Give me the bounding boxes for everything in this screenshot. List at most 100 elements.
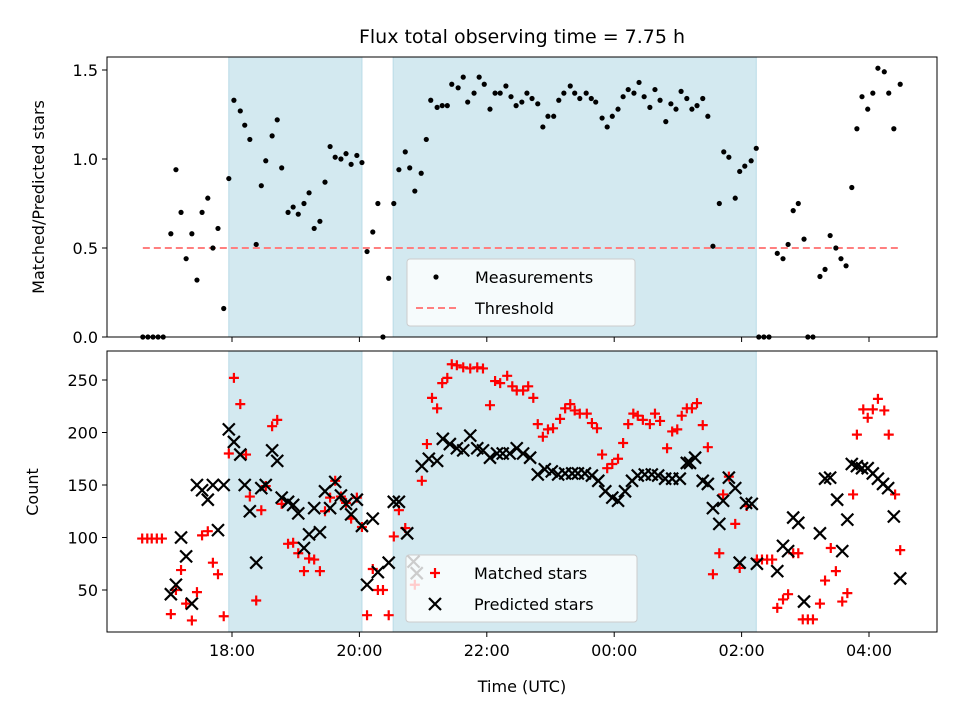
measurement-point xyxy=(407,165,413,171)
measurement-point xyxy=(647,104,653,110)
measurement-point xyxy=(694,103,700,109)
y-tick-label: 150 xyxy=(67,476,98,495)
measurement-point xyxy=(636,79,642,86)
predicted-star-point xyxy=(233,447,248,462)
predicted-star-point xyxy=(216,478,231,492)
matched-star-point xyxy=(186,615,197,626)
measurement-point xyxy=(295,211,301,217)
matched-star-point xyxy=(176,565,187,576)
matched-star-point xyxy=(820,575,831,586)
x-tick-label: 18:00 xyxy=(209,641,255,660)
matched-star-point xyxy=(895,545,906,556)
matched-star-point xyxy=(637,414,648,425)
predicted-star-point xyxy=(893,571,907,586)
predicted-star-point xyxy=(297,541,311,555)
measurement-point xyxy=(423,136,429,143)
measurement-point xyxy=(269,133,275,139)
matched-star-point xyxy=(767,554,778,565)
predicted-star-point xyxy=(422,451,436,466)
measurement-point xyxy=(737,168,743,175)
measurement-point xyxy=(194,277,200,283)
matched-star-point xyxy=(244,491,255,502)
measurement-point xyxy=(263,158,269,164)
x-tick-label: 22:00 xyxy=(464,641,510,660)
measurement-point xyxy=(290,204,296,210)
matched-star-point xyxy=(837,596,848,607)
matched-star-point xyxy=(872,393,883,404)
matched-star-point xyxy=(197,530,208,541)
measurement-point xyxy=(753,145,759,151)
measurement-point xyxy=(556,97,562,103)
predicted-star-point xyxy=(344,507,358,522)
measurement-point xyxy=(513,103,519,109)
predicted-star-point xyxy=(673,471,687,486)
y-tick-label: 0.0 xyxy=(73,328,98,347)
matched-star-point xyxy=(783,589,794,600)
matched-star-point xyxy=(207,557,218,568)
predicted-star-point xyxy=(211,523,225,537)
measurement-point xyxy=(508,94,514,100)
predicted-star-point xyxy=(387,495,401,509)
measurement-point xyxy=(881,69,887,75)
measurement-point xyxy=(455,85,461,91)
measurement-point xyxy=(700,95,706,102)
measurement-point xyxy=(412,188,418,194)
predicted-star-point xyxy=(270,454,285,468)
measurement-point xyxy=(870,90,876,96)
matched-star-point xyxy=(202,526,213,537)
matched-star-point xyxy=(676,410,687,421)
measurement-point xyxy=(402,149,408,155)
measurement-point xyxy=(215,225,221,232)
measurement-point xyxy=(492,90,498,96)
predicted-star-point xyxy=(323,501,337,515)
y-tick-label: 1.5 xyxy=(73,61,98,80)
matched-star-point xyxy=(565,399,576,410)
legend-label: Predicted stars xyxy=(474,595,594,614)
matched-star-point xyxy=(555,413,566,424)
predicted-star-point xyxy=(164,587,178,601)
matched-star-point xyxy=(442,372,453,383)
measurement-point xyxy=(774,250,780,256)
matched-star-point xyxy=(686,403,697,414)
measurement-point xyxy=(726,154,732,160)
axes-frame xyxy=(106,350,938,633)
measurement-point xyxy=(205,195,211,201)
matched-star-point xyxy=(537,431,548,442)
predicted-star-point xyxy=(243,504,257,519)
predicted-star-point xyxy=(195,483,209,498)
matched-star-point xyxy=(235,399,246,410)
predicted-star-point xyxy=(371,565,385,579)
measurement-point xyxy=(199,209,205,215)
measurement-point xyxy=(396,167,402,173)
x-tick-label: 20:00 xyxy=(336,641,382,660)
measurement-point xyxy=(317,218,323,224)
predicted-star-point xyxy=(881,481,895,495)
matched-star-point xyxy=(532,419,543,430)
measurement-point xyxy=(875,65,881,71)
predicted-star-point xyxy=(360,577,374,592)
measurement-point xyxy=(577,95,583,102)
predicted-star-point xyxy=(179,549,193,564)
predicted-star-point xyxy=(835,544,850,558)
measurement-point xyxy=(795,200,801,207)
measurement-point xyxy=(678,88,684,94)
predicted-star-point xyxy=(400,526,414,541)
measurement-point xyxy=(721,149,727,155)
measurement-point xyxy=(854,126,860,132)
predicted-star-point xyxy=(701,477,715,491)
matched-star-point xyxy=(644,419,655,430)
matched-star-point xyxy=(592,423,603,434)
predicted-star-point xyxy=(781,544,795,558)
predicted-legend-marker xyxy=(428,597,442,611)
measurement-point xyxy=(833,245,839,251)
predicted-star-point xyxy=(745,497,759,511)
predicted-star-point xyxy=(502,446,517,461)
matched-star-point xyxy=(697,420,708,431)
measurement-point xyxy=(748,158,754,164)
matched-star-point xyxy=(581,408,592,419)
measurement-point xyxy=(897,81,903,87)
matched-star-point xyxy=(628,408,639,419)
matched-star-point xyxy=(518,385,529,396)
measurement-point xyxy=(519,99,525,105)
matched-legend-marker xyxy=(430,568,440,578)
